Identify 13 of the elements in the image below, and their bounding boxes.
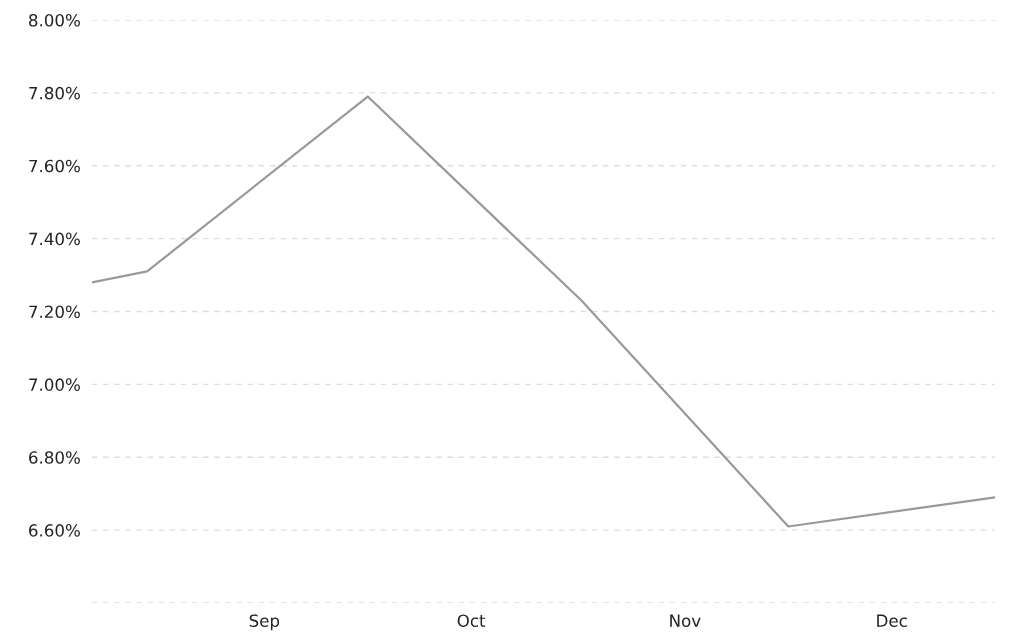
y-tick-label: 7.00% <box>29 378 80 391</box>
y-tick-label: 7.80% <box>29 86 80 100</box>
y-tick-label: 6.60% <box>29 524 80 537</box>
y-tick-label: 7.40% <box>29 232 80 246</box>
x-tick-label: Dec <box>877 614 907 628</box>
y-tick-label: 7.60% <box>29 159 80 173</box>
y-tick-label: 7.20% <box>29 305 80 319</box>
x-tick-label: Oct <box>457 614 486 628</box>
y-tick-label: 8.00% <box>29 13 80 27</box>
x-tick-label: Sep <box>249 614 280 631</box>
x-tick-label: Nov <box>670 614 701 628</box>
line-series <box>91 95 996 528</box>
y-tick-label: 6.80% <box>29 451 80 464</box>
